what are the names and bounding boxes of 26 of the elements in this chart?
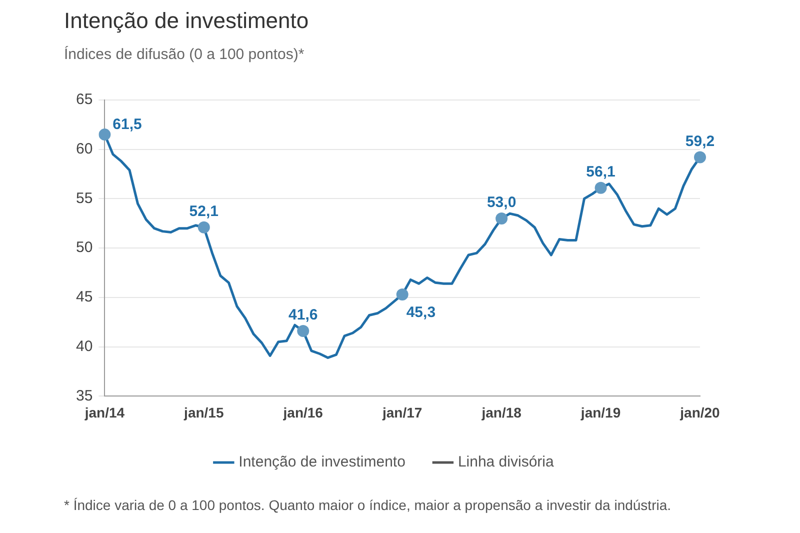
x-tick-label: jan/15: [183, 404, 224, 420]
x-tick-label: jan/17: [381, 404, 422, 420]
x-tick-label: jan/14: [84, 404, 125, 420]
data-label: 53,0: [486, 194, 516, 212]
y-tick-label: 45: [76, 288, 93, 306]
y-tick-label: 65: [76, 91, 93, 108]
data-label: 52,1: [189, 203, 219, 220]
x-tick-label: jan/20: [679, 404, 720, 420]
chart-subtitle: Índices de difusão (0 a 100 pontos)*: [64, 46, 304, 63]
x-tick-label: jan/19: [580, 404, 621, 420]
legend-label: Linha divisória: [458, 454, 554, 471]
chart-title: Intenção de investimento: [64, 8, 309, 34]
y-tick-label: 60: [76, 140, 93, 158]
data-label: 45,3: [406, 304, 436, 322]
data-label: 59,2: [685, 132, 715, 150]
y-tick-label: 55: [76, 190, 93, 207]
data-label: 56,1: [586, 164, 616, 181]
x-tick-label: jan/16: [282, 404, 324, 420]
y-tick-label: 50: [76, 239, 93, 256]
x-tick-label: jan/18: [480, 404, 522, 420]
y-tick-label: 35: [76, 387, 93, 404]
y-tick-label: 40: [76, 338, 93, 355]
legend-label: Intenção de investimento: [238, 454, 406, 471]
data-label: 61,5: [112, 116, 142, 134]
data-label: 41,6: [288, 306, 318, 324]
text: * Índice varia de 0 a 100 pontos. Quanto maior o índice, maior a propensão a investir da indústria.: [64, 497, 672, 513]
